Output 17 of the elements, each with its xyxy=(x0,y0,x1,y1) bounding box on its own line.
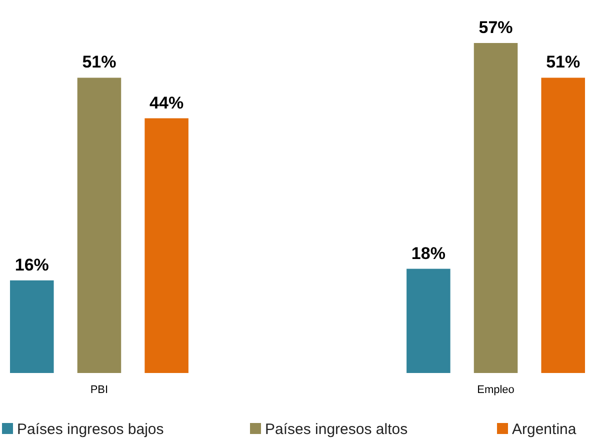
x-tick-label: Empleo xyxy=(477,384,514,396)
bar xyxy=(406,268,450,373)
data-label: 18% xyxy=(411,244,446,263)
legend-label: Argentina xyxy=(512,421,577,438)
data-label: 44% xyxy=(150,93,184,112)
legend-label: Países ingresos altos xyxy=(265,421,408,438)
bar xyxy=(474,43,518,373)
bar xyxy=(77,78,122,373)
bar xyxy=(541,78,585,373)
bar xyxy=(10,280,54,373)
data-label: 51% xyxy=(82,52,116,72)
legend-label: Países ingresos bajos xyxy=(17,421,164,438)
data-label: 16% xyxy=(14,255,49,274)
data-label: 51% xyxy=(546,52,580,72)
x-tick-label: PBI xyxy=(90,384,108,396)
data-label: 57% xyxy=(478,18,513,37)
bar xyxy=(144,118,188,373)
